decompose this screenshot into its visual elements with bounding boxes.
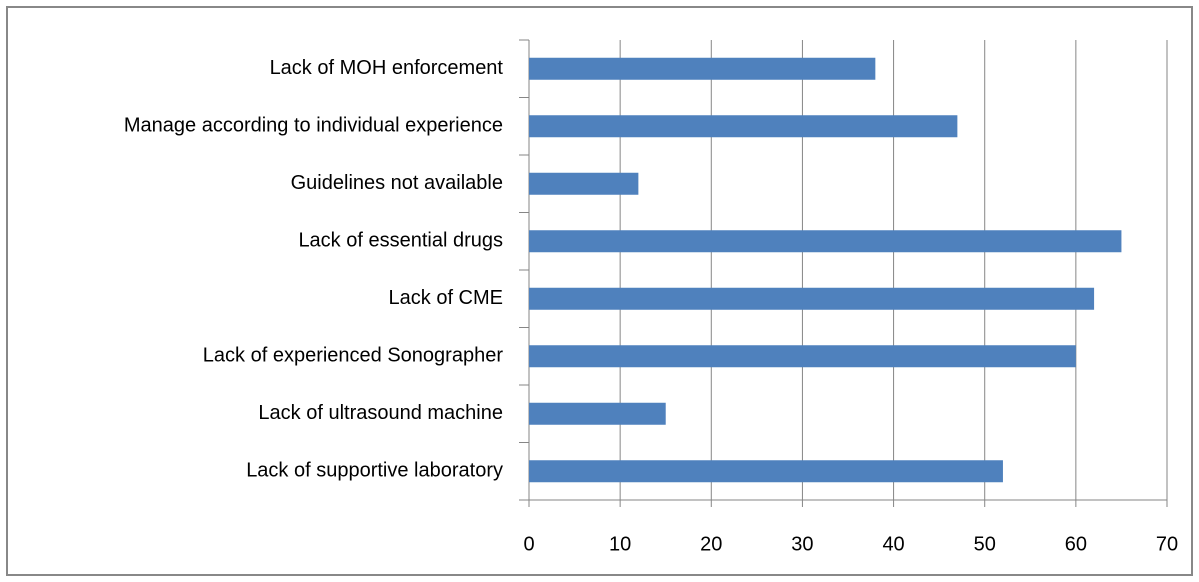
x-tick-label: 60 xyxy=(1065,533,1087,555)
x-tick-label: 40 xyxy=(882,533,904,555)
bar xyxy=(529,287,1095,310)
bar xyxy=(529,115,958,138)
bar xyxy=(529,230,1122,253)
x-tick-label: 70 xyxy=(1156,533,1178,555)
x-tick-label: 0 xyxy=(523,533,534,555)
y-tick-label: Lack of supportive laboratory xyxy=(246,460,503,482)
x-tick-label: 10 xyxy=(609,533,631,555)
y-tick-label: Lack of MOH enforcement xyxy=(270,57,504,79)
bar xyxy=(529,57,876,80)
y-tick-label: Lack of ultrasound machine xyxy=(258,402,503,424)
y-tick-label: Guidelines not available xyxy=(291,172,503,194)
y-tick-label: Lack of experienced Sonographer xyxy=(203,345,504,367)
y-tick-label: Manage according to individual experienc… xyxy=(124,115,503,137)
x-tick-label: 20 xyxy=(700,533,722,555)
bar xyxy=(529,402,666,425)
x-tick-label: 50 xyxy=(974,533,996,555)
y-tick-label: Lack of essential drugs xyxy=(298,230,503,252)
y-tick-label: Lack of CME xyxy=(389,287,503,309)
bar xyxy=(529,172,639,195)
bar xyxy=(529,345,1076,368)
bar xyxy=(529,460,1003,483)
x-tick-label: 30 xyxy=(791,533,813,555)
